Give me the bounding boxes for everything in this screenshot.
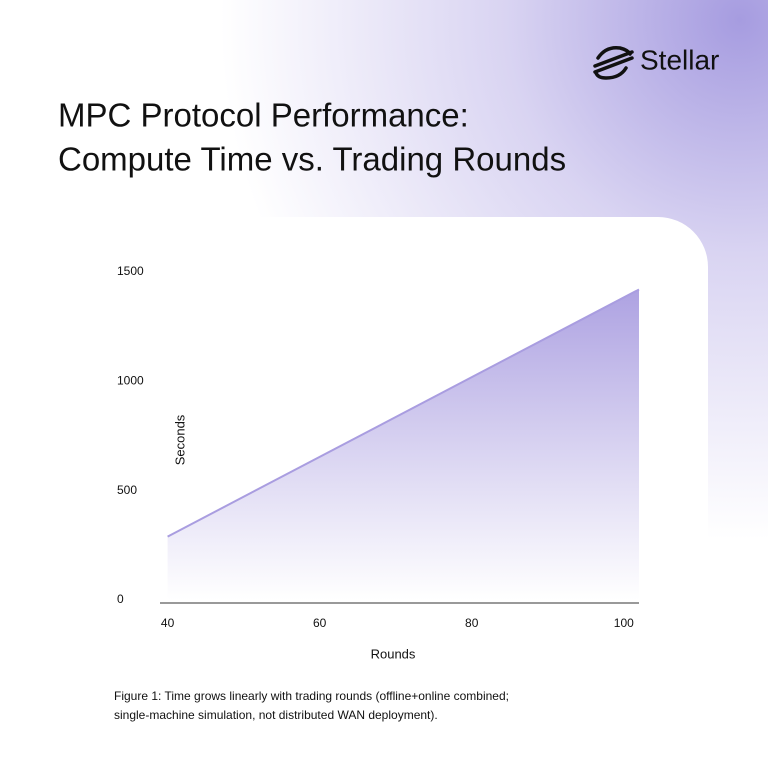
- brand-name: Stellar: [640, 44, 719, 75]
- chart-title: MPC Protocol Performance:: [58, 97, 469, 134]
- x-tick-label: 60: [313, 616, 327, 630]
- y-tick-label: 1500: [117, 264, 144, 278]
- y-tick-label: 500: [117, 483, 137, 497]
- x-tick-label: 80: [465, 616, 479, 630]
- x-tick-label: 40: [161, 616, 175, 630]
- x-tick-label: 100: [614, 616, 634, 630]
- y-tick-label: 1000: [117, 374, 144, 388]
- y-tick-label: 0: [117, 592, 124, 606]
- caption: single-machine simulation, not distribut…: [114, 708, 438, 722]
- line: [167, 288, 640, 538]
- caption: Figure 1: Time grows linearly with tradi…: [114, 689, 509, 703]
- x-axis-label: Rounds: [371, 646, 416, 661]
- chart-title: Compute Time vs. Trading Rounds: [58, 141, 566, 178]
- logo: [593, 45, 634, 80]
- y-axis-label: Seconds: [172, 414, 187, 465]
- area: [167, 289, 639, 600]
